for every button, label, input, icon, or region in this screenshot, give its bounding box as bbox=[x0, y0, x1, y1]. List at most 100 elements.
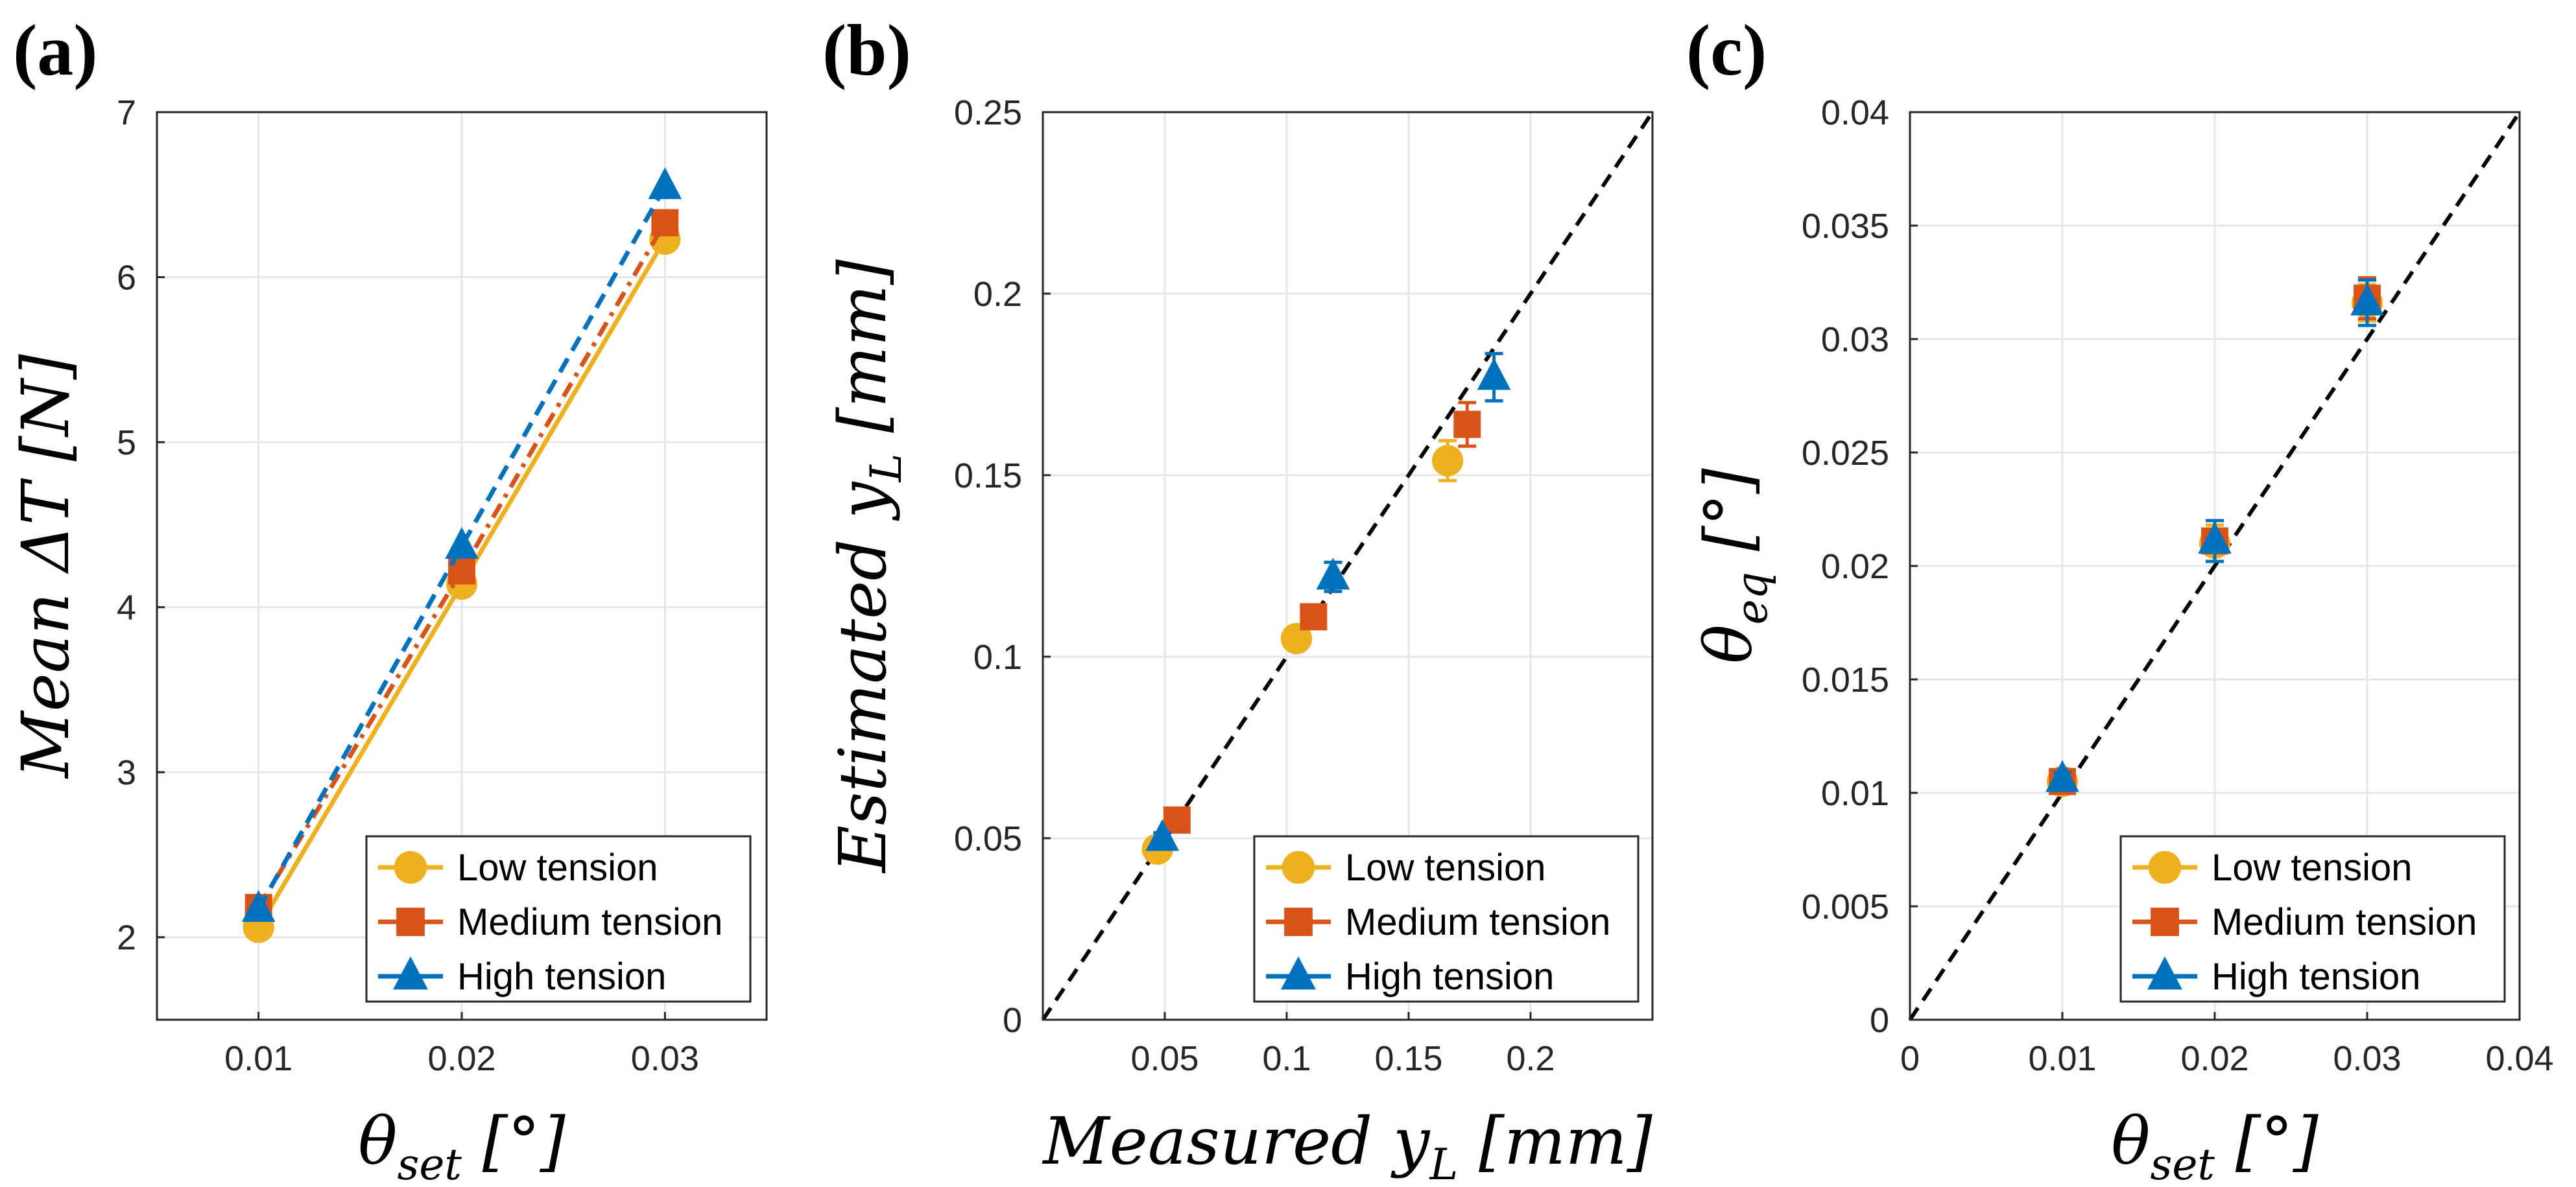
y-tick-label: 0.05 bbox=[954, 819, 1022, 858]
x-tick-label: 0.03 bbox=[2333, 1039, 2401, 1078]
panel-label: (c) bbox=[1686, 10, 1767, 91]
y-tick-label: 6 bbox=[117, 259, 136, 298]
x-tick-label: 0.2 bbox=[1506, 1039, 1555, 1078]
y-tick-label: 0 bbox=[1870, 1001, 1889, 1040]
legend-label: Medium tension bbox=[457, 901, 722, 943]
y-tick-label: 0.015 bbox=[1802, 661, 1889, 699]
data-point bbox=[2198, 522, 2232, 554]
data-point bbox=[2045, 760, 2079, 792]
series-medium bbox=[1163, 401, 1481, 834]
x-tick-label: 0 bbox=[1900, 1039, 1920, 1078]
y-tick-label: 2 bbox=[117, 919, 136, 958]
x-axis-title-sub: set bbox=[397, 1140, 462, 1187]
y-tick-label: 0.15 bbox=[954, 456, 1022, 495]
y-axis-title: Mean ΔT [N] bbox=[8, 353, 84, 779]
identity-line bbox=[1041, 111, 1654, 1021]
x-tick-label: 0.02 bbox=[427, 1039, 495, 1078]
x-axis-title-main: θ bbox=[358, 1103, 397, 1179]
data-point bbox=[2350, 283, 2384, 316]
y-axis-title: θeq [°] bbox=[1691, 467, 1777, 663]
data-point bbox=[1453, 410, 1481, 438]
x-axis-title-unit: [°] bbox=[2215, 1103, 2319, 1179]
y-tick-label: 0.02 bbox=[1821, 547, 1889, 586]
legend-marker bbox=[1282, 851, 1315, 884]
legend-label: Low tension bbox=[1345, 847, 1546, 889]
series-high bbox=[241, 167, 682, 922]
chart-panel-b: (b) 0.05 0.1 0.15 0.2 0 0.05 0.1 0.15 0.2 0.25 Low … bbox=[822, 10, 1654, 1187]
y-axis-title-main: Mean ΔT [N] bbox=[8, 353, 84, 779]
data-point bbox=[1316, 558, 1350, 590]
legend-label: Low tension bbox=[2212, 847, 2413, 889]
legend: Low tension Medium tension High tension bbox=[1253, 835, 1640, 1003]
legend-marker bbox=[393, 956, 428, 990]
x-tick-label: 0.04 bbox=[2485, 1039, 2553, 1078]
y-tick-label: 3 bbox=[117, 753, 136, 792]
x-tick-label: 0.15 bbox=[1374, 1039, 1442, 1078]
y-tick-label: 0.025 bbox=[1802, 434, 1889, 473]
y-tick-label: 0.01 bbox=[1821, 774, 1889, 813]
y-axis-title-sub: eq bbox=[1727, 572, 1777, 624]
y-axis-title-main: θ bbox=[1691, 624, 1767, 663]
legend-marker bbox=[394, 851, 427, 884]
legend-marker bbox=[2151, 908, 2179, 936]
data-point bbox=[1280, 622, 1313, 655]
x-tick-label: 0.03 bbox=[631, 1039, 699, 1078]
y-axis-title: Estimated yL [mm] bbox=[825, 259, 911, 874]
legend-label: High tension bbox=[2212, 956, 2420, 998]
y-tick-label: 4 bbox=[117, 589, 136, 628]
x-tick-label: 0.1 bbox=[1262, 1039, 1311, 1078]
data-point bbox=[1477, 358, 1511, 390]
axes-box bbox=[1042, 111, 1654, 1021]
y-tick-label: 7 bbox=[117, 93, 136, 132]
panel-label: (b) bbox=[822, 10, 911, 91]
series-line bbox=[256, 185, 667, 911]
x-axis-title-main: Measured y bbox=[1042, 1103, 1431, 1179]
y-axis-title-unit: [mm] bbox=[825, 259, 901, 453]
x-axis-title: θset [°] bbox=[2111, 1103, 2319, 1187]
axes-box bbox=[156, 111, 768, 1021]
y-tick-label: 0 bbox=[1003, 1001, 1022, 1040]
data-point bbox=[651, 209, 679, 237]
y-axis-title-sub: L bbox=[861, 454, 911, 483]
y-axis-title-main: Estimated y bbox=[825, 481, 901, 874]
x-axis-title-main: θ bbox=[2111, 1103, 2150, 1179]
legend-label: Medium tension bbox=[1345, 901, 1610, 943]
panel-label: (a) bbox=[13, 10, 98, 91]
x-tick-label: 0.01 bbox=[2028, 1039, 2096, 1078]
x-axis-title-unit: [°] bbox=[462, 1103, 566, 1179]
axes-box bbox=[1909, 111, 2521, 1021]
y-tick-label: 0.035 bbox=[1802, 207, 1889, 246]
legend-marker bbox=[2147, 956, 2182, 990]
data-point bbox=[445, 526, 479, 559]
y-tick-label: 0.1 bbox=[973, 638, 1022, 677]
series-high bbox=[2045, 278, 2384, 792]
x-tick-label: 0.01 bbox=[224, 1039, 292, 1078]
legend-marker bbox=[1284, 908, 1313, 936]
series-high bbox=[1145, 351, 1511, 851]
data-point bbox=[448, 557, 475, 585]
data-point bbox=[1432, 445, 1464, 476]
legend-label: Medium tension bbox=[2212, 901, 2477, 943]
x-axis-title: Measured yL [mm] bbox=[1042, 1103, 1652, 1187]
x-tick-label: 0.02 bbox=[2180, 1039, 2248, 1078]
legend: Low tension Medium tension High tension bbox=[365, 835, 752, 1003]
x-tick-label: 0.05 bbox=[1130, 1039, 1199, 1078]
x-axis-title: θset [°] bbox=[358, 1103, 566, 1187]
legend-marker bbox=[2148, 851, 2182, 884]
x-axis-title-unit: [mm] bbox=[1458, 1103, 1652, 1179]
data-point bbox=[648, 167, 682, 200]
legend: Low tension Medium tension High tension bbox=[2119, 835, 2506, 1003]
legend-marker bbox=[396, 908, 425, 936]
y-tick-label: 0.25 bbox=[954, 93, 1022, 132]
legend-label: High tension bbox=[1345, 956, 1554, 998]
data-point bbox=[1300, 603, 1328, 631]
data-point bbox=[1145, 819, 1180, 851]
x-axis-title-sub: L bbox=[1429, 1140, 1458, 1187]
legend-marker bbox=[1281, 956, 1316, 990]
y-tick-label: 5 bbox=[117, 423, 136, 462]
y-tick-label: 0.03 bbox=[1821, 320, 1889, 359]
legend-label: Low tension bbox=[457, 847, 658, 889]
data-point bbox=[241, 889, 276, 922]
legend-label: High tension bbox=[457, 956, 666, 998]
